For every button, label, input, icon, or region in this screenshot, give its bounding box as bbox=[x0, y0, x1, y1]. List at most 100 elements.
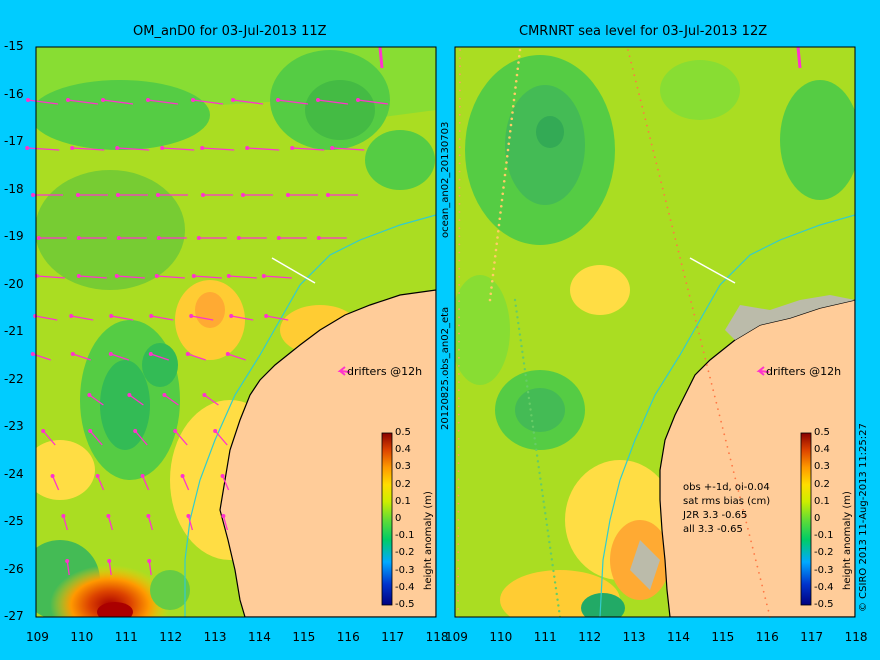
current-arrow-head bbox=[41, 429, 46, 433]
colorbar-tick-label: -0.4 bbox=[814, 581, 834, 593]
left-colorbar bbox=[381, 432, 393, 606]
right-colorbar bbox=[800, 432, 812, 606]
satellite-obs-dot bbox=[458, 219, 461, 222]
satellite-obs-dot bbox=[557, 610, 561, 613]
current-arrow-head bbox=[66, 98, 70, 102]
current-arrow bbox=[42, 430, 56, 446]
satellite-obs-dot bbox=[458, 113, 461, 116]
satellite-obs-dot bbox=[457, 454, 460, 456]
satellite-obs-dot bbox=[685, 282, 688, 284]
current-arrow-head bbox=[201, 193, 205, 197]
satellite-obs-dot bbox=[532, 431, 536, 434]
current-arrow-head bbox=[225, 352, 230, 356]
satellite-obs-dot bbox=[555, 592, 558, 596]
satellite-obs-dot bbox=[491, 273, 495, 277]
satellite-obs-dot bbox=[457, 502, 460, 505]
x-tick-label: 110 bbox=[70, 630, 94, 644]
satellite-obs-dot bbox=[457, 599, 459, 602]
satellite-obs-dot bbox=[747, 527, 749, 530]
satellite-obs-dot bbox=[742, 509, 745, 511]
satellite-obs-dot bbox=[674, 238, 677, 240]
satellite-obs-dot bbox=[503, 173, 507, 177]
x-tick-label: 115 bbox=[292, 630, 316, 644]
current-arrow bbox=[27, 99, 59, 105]
satellite-obs-dot bbox=[642, 112, 645, 114]
satellite-obs-dot bbox=[458, 356, 460, 359]
satellite-obs-dot bbox=[676, 244, 678, 247]
satellite-obs-dot bbox=[458, 186, 461, 189]
satellite-obs-dot bbox=[516, 67, 520, 71]
satellite-obs-dot bbox=[720, 420, 722, 423]
satellite-obs-dot bbox=[504, 167, 508, 171]
current-arrow bbox=[174, 430, 188, 446]
satellite-obs-dot bbox=[661, 187, 664, 190]
satellite-obs-dot bbox=[630, 61, 633, 64]
satellite-obs-dot bbox=[731, 464, 734, 467]
satellite-obs-dot bbox=[553, 581, 557, 584]
satellite-obs-dot bbox=[457, 413, 460, 416]
current-arrow-head bbox=[156, 193, 160, 197]
y-tick-label: -24 bbox=[4, 466, 24, 481]
satellite-obs-dot bbox=[457, 470, 460, 473]
satellite-obs-dot bbox=[458, 154, 461, 157]
current-arrow-head bbox=[276, 98, 280, 102]
current-arrow-head bbox=[26, 98, 30, 102]
satellite-obs-dot bbox=[753, 553, 756, 555]
satellite-obs-dot bbox=[715, 401, 718, 404]
satellite-obs-dot bbox=[458, 235, 461, 238]
satellite-obs-dot bbox=[732, 471, 735, 473]
current-arrow-head bbox=[76, 193, 80, 197]
satellite-obs-dot bbox=[721, 427, 724, 429]
satellite-obs-dot bbox=[516, 316, 519, 319]
current-arrow bbox=[156, 275, 185, 279]
satellite-obs-dot bbox=[493, 254, 497, 258]
satellite-obs-dot bbox=[493, 261, 496, 264]
right-colorbar-title: height anomaly (m) bbox=[842, 491, 853, 590]
current-arrow bbox=[142, 475, 150, 491]
satellite-obs-dot bbox=[457, 608, 459, 610]
satellite-obs-dot bbox=[649, 137, 651, 140]
x-tick-label: 113 bbox=[203, 630, 227, 644]
right-map-frame bbox=[454, 46, 856, 618]
x-tick-label: 111 bbox=[114, 630, 138, 644]
current-arrow bbox=[72, 353, 92, 361]
satellite-obs-dot bbox=[514, 304, 518, 307]
current-arrow-head bbox=[154, 274, 159, 278]
current-arrow-head bbox=[127, 393, 132, 397]
satellite-obs-dot bbox=[713, 395, 716, 398]
satellite-obs-dot bbox=[499, 211, 502, 214]
current-arrow-head bbox=[114, 274, 119, 278]
satellite-obs-dot bbox=[505, 161, 508, 164]
satellite-obs-dot bbox=[499, 204, 503, 208]
colorbar-tick-label: -0.1 bbox=[814, 530, 834, 542]
right-satellite-tracks bbox=[457, 48, 771, 619]
satellite-obs-dot bbox=[688, 294, 691, 297]
satellite-obs-dot bbox=[633, 74, 636, 77]
satellite-obs-dot bbox=[707, 370, 710, 373]
satellite-obs-dot bbox=[663, 194, 666, 196]
satellite-obs-dot bbox=[526, 385, 529, 388]
colorbar-tick-label: -0.3 bbox=[395, 564, 415, 576]
satellite-obs-dot bbox=[518, 48, 522, 52]
satellite-obs-dot bbox=[458, 81, 461, 84]
satellite-obs-dot bbox=[548, 546, 552, 550]
satellite-obs-dot bbox=[521, 350, 524, 354]
current-arrow-head bbox=[76, 274, 81, 278]
current-arrow-head bbox=[173, 429, 178, 433]
satellite-obs-dot bbox=[653, 156, 656, 159]
satellite-obs-dot bbox=[458, 316, 460, 319]
satellite-obs-dot bbox=[458, 178, 461, 181]
current-arrow bbox=[129, 394, 144, 406]
colorbar-tick-label: 0.1 bbox=[814, 495, 830, 507]
satellite-obs-dot bbox=[552, 569, 555, 573]
satellite-obs-dot bbox=[458, 130, 461, 132]
current-arrow bbox=[134, 430, 148, 446]
current-arrow bbox=[107, 515, 114, 531]
satellite-obs-dot bbox=[696, 326, 699, 329]
satellite-obs-dot bbox=[530, 414, 533, 417]
current-arrow-head bbox=[191, 98, 195, 102]
current-arrow bbox=[116, 275, 145, 279]
current-arrow bbox=[357, 99, 389, 105]
satellite-obs-dot bbox=[514, 79, 518, 83]
satellite-obs-dot bbox=[728, 452, 730, 455]
